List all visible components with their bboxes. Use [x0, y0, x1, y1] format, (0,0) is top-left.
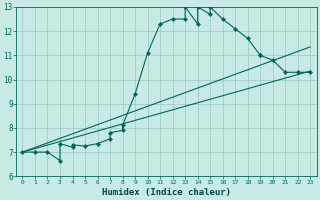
X-axis label: Humidex (Indice chaleur): Humidex (Indice chaleur) [102, 188, 231, 197]
